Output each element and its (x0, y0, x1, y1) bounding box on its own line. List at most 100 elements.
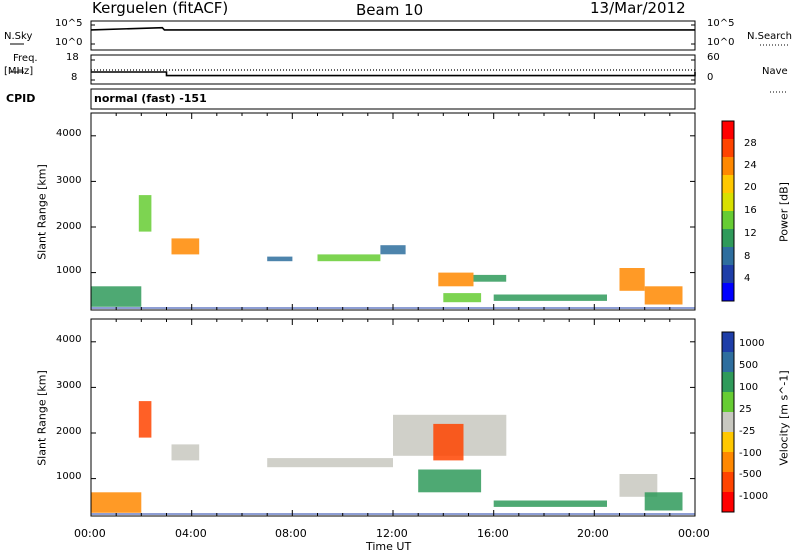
vel-cbar-swatch-0 (722, 332, 734, 353)
power-cells-region-7 (473, 274, 507, 282)
vel-ytick-3000: 3000 (56, 380, 82, 391)
cpid-label: CPID (6, 92, 36, 105)
power-cbar-swatch-1 (722, 139, 734, 158)
nsearch-label: N.Search (747, 31, 793, 42)
power-cbar-20: 20 (744, 182, 757, 193)
vel-cbar-m100: -100 (739, 448, 762, 459)
vel-cbar-m1000: -1000 (739, 491, 769, 502)
vel-cells-region-9 (644, 492, 683, 511)
freq-tick-lo: 8 (71, 72, 78, 83)
vel-cbar-swatch-1 (722, 352, 734, 373)
freq-series-line (91, 71, 696, 77)
vel-cells-region-1 (138, 401, 152, 438)
power-ytick-1000: 1000 (56, 265, 82, 276)
power-cells-region-10 (619, 268, 645, 291)
power-y-ticks (91, 135, 695, 274)
station-title: Kerguelen (fitACF) (92, 0, 229, 17)
xtick-0000: 00:00 (74, 527, 106, 540)
xtick-1600: 16:00 (477, 527, 509, 540)
power-cells-region-5 (380, 245, 406, 255)
nsky-right-ticks (691, 24, 695, 45)
vel-cbar-swatch-6 (722, 452, 734, 473)
freq-ticks (91, 59, 695, 81)
vel-cbar-swatch-5 (722, 432, 734, 453)
power-cbar-4: 4 (744, 273, 751, 284)
power-cbar-24: 24 (744, 160, 757, 171)
power-cbar-swatch-7 (722, 247, 734, 266)
nave-tick-hi: 60 (707, 52, 720, 63)
vel-ytick-1000: 1000 (56, 471, 82, 482)
power-cbar-swatch-4 (722, 193, 734, 212)
power-cells-region-11 (644, 286, 683, 305)
power-cbar-swatch-3 (722, 175, 734, 194)
vel-cbar-m500: -500 (739, 469, 762, 480)
velocity-cbar-label: Velocity [m s^-1] (777, 370, 791, 466)
power-cbar-swatch-2 (722, 157, 734, 176)
power-cbar-swatch-9 (722, 283, 734, 302)
xtick-2000: 20:00 (577, 527, 609, 540)
xtick-1200: 12:00 (376, 527, 408, 540)
vel-cbar-1000: 1000 (739, 338, 765, 349)
power-ytick-2000: 2000 (56, 221, 82, 232)
power-cbar-swatch-5 (722, 211, 734, 230)
cpid-frame (90, 88, 696, 110)
freq-tick-hi: 18 (66, 52, 79, 63)
nsearch-tick-hi: 10^5 (707, 18, 735, 29)
power-cells-region-2 (171, 238, 200, 255)
vel-cbar-100: 100 (739, 382, 759, 393)
power-cells-region-1 (138, 195, 152, 232)
nsky-label: N.Sky (4, 31, 33, 42)
vel-cells-region-3 (267, 458, 393, 468)
power-cbar-12: 12 (744, 228, 757, 239)
x-axis-label: Time UT (366, 540, 412, 553)
vel-cbar-frame (721, 331, 735, 513)
nsky-left-ticks (91, 24, 95, 45)
nave-label: Nave (762, 66, 788, 77)
power-cbar-8: 8 (744, 251, 751, 262)
power-cells-region-4 (317, 254, 381, 262)
velocity-heatmap (91, 401, 695, 515)
vel-cells-region-2 (171, 444, 200, 461)
power-x-ticks (90, 113, 696, 310)
beam-title: Beam 10 (356, 1, 424, 19)
power-cells-region-9 (493, 294, 607, 301)
vel-cbar-500: 500 (739, 360, 759, 371)
power-heatmap (91, 195, 695, 309)
vel-cells-region-5 (418, 469, 482, 493)
xtick-0800: 08:00 (275, 527, 307, 540)
nsearch-tick-lo: 10^0 (707, 37, 735, 48)
vel-cbar-swatch-4 (722, 412, 734, 433)
vel-cbar-swatch-2 (722, 372, 734, 393)
power-cells-region-0 (91, 286, 142, 307)
nsky-tick-hi: 10^5 (55, 18, 83, 29)
power-cells-region-8 (443, 293, 482, 303)
power-ytick-4000: 4000 (56, 128, 82, 139)
nsky-tick-lo: 10^0 (55, 37, 83, 48)
vel-cbar-25: 25 (739, 404, 752, 415)
vel-cells-region-7 (493, 500, 607, 507)
vel-ytick-4000: 4000 (56, 334, 82, 345)
power-cbar-frame (721, 120, 735, 302)
vel-cbar-m25: -25 (739, 426, 756, 437)
nsky-series-line (90, 26, 695, 31)
vel-cells-region-6 (433, 423, 464, 461)
freq-label: Freq. (13, 53, 38, 64)
nave-tick-lo: 0 (707, 72, 714, 83)
vel-cbar-swatch-3 (722, 392, 734, 413)
velocity-ylabel: Slant Range [km] (35, 370, 49, 466)
power-cbar-swatch-8 (722, 265, 734, 284)
xtick-0400: 04:00 (175, 527, 207, 540)
velocity-y-ticks (91, 341, 695, 480)
nsky-frame (90, 20, 696, 51)
power-cbar-28: 28 (744, 138, 757, 149)
vel-ytick-2000: 2000 (56, 426, 82, 437)
vel-cbar-swatch-8 (722, 492, 734, 513)
velocity-colorbar (721, 331, 735, 513)
cpid-value: normal (fast) -151 (94, 92, 207, 105)
xtick-2400: 00:00 (678, 527, 710, 540)
power-cbar-swatch-6 (722, 229, 734, 248)
power-ytick-3000: 3000 (56, 175, 82, 186)
